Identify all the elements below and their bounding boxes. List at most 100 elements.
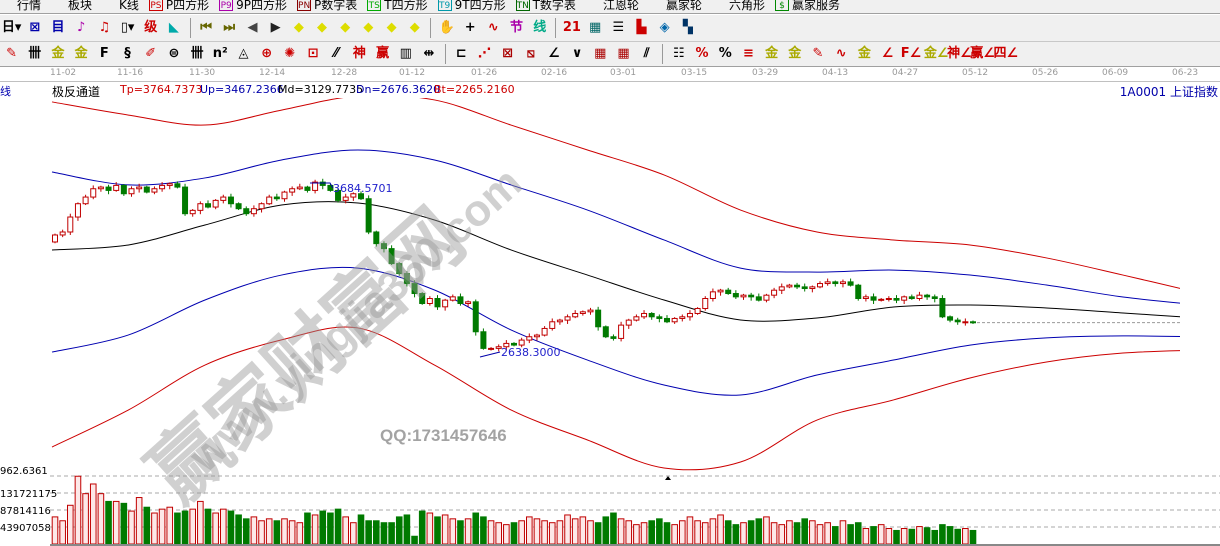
box-icon[interactable]: ⊡	[307, 46, 319, 61]
gold2-icon[interactable]: 金	[74, 46, 88, 61]
table-icon[interactable]: ☷	[673, 46, 685, 61]
candle-type-icon[interactable]: ▯▾	[120, 20, 135, 35]
candle-body	[709, 291, 716, 300]
gann-grid-icon[interactable]: ⧅	[526, 46, 535, 61]
volume-bar	[824, 522, 831, 545]
triangle-icon[interactable]: ◬	[238, 46, 249, 61]
sine-icon[interactable]: ∿	[835, 46, 847, 61]
cycle-icon[interactable]: 卌	[190, 46, 204, 61]
candle-body	[725, 289, 732, 295]
angle-four-icon[interactable]: 四∠	[993, 46, 1019, 61]
angle-gold-icon[interactable]: 金∠	[923, 46, 949, 61]
candle-body	[817, 283, 823, 288]
channel-icon[interactable]: ⫽	[643, 46, 650, 61]
menu-item-9[interactable]: 江恩轮	[586, 0, 639, 13]
menu-item-4[interactable]: P9 9P四方形	[219, 0, 287, 13]
diamond-left-icon[interactable]: ◆	[293, 20, 304, 35]
candle-body	[847, 281, 854, 286]
diamond-expand-icon[interactable]: ◆	[340, 20, 351, 35]
pen-icon[interactable]: ✎	[6, 46, 18, 61]
first-icon[interactable]: ⏮	[200, 20, 212, 35]
volume-bar	[594, 522, 602, 545]
candle-body	[396, 263, 403, 275]
print-icon[interactable]: ▚	[682, 20, 693, 35]
gold-lines-icon[interactable]: 金	[788, 46, 802, 61]
candle-body	[281, 191, 288, 200]
candle-body	[786, 284, 793, 288]
fan-icon[interactable]: ⋰	[477, 46, 491, 61]
node-icon[interactable]: 节	[510, 20, 524, 35]
list-icon[interactable]: 目	[51, 20, 65, 35]
candle-body	[572, 312, 579, 318]
angle-j-icon[interactable]: ∠	[881, 46, 894, 61]
calendar-icon[interactable]: 21	[562, 20, 581, 35]
circle-icon[interactable]: ⊜	[168, 46, 180, 61]
menu-item-0[interactable]: 行情	[0, 0, 41, 13]
menu-item-11[interactable]: 六角形	[712, 0, 765, 13]
parallel-icon[interactable]: ⁄⁄	[334, 46, 339, 61]
menu-item-7[interactable]: T9 9T四方形	[437, 0, 506, 13]
percent-icon[interactable]: %	[718, 46, 732, 61]
chart3-icon[interactable]: ♪	[77, 20, 86, 35]
menu-item-8[interactable]: TN T数字表	[515, 0, 576, 13]
marker-icon[interactable]: ✎	[812, 46, 824, 61]
menu-item-5[interactable]: PN P数字表	[297, 0, 357, 13]
win-icon[interactable]: 赢	[376, 46, 390, 61]
report-icon[interactable]: ☰	[612, 20, 625, 35]
gold-circle-icon[interactable]: 金	[765, 46, 779, 61]
network-icon[interactable]: ◈	[659, 20, 670, 35]
menu-item-3[interactable]: PS P四方形	[148, 0, 209, 13]
gold-box-icon[interactable]: 金	[857, 46, 871, 61]
menu-item-1[interactable]: 板块	[51, 0, 92, 13]
indicator-md: Md=3129.7735	[278, 83, 364, 96]
diamond-move-icon[interactable]: ◆	[409, 20, 420, 35]
pct-fan-icon[interactable]: %	[695, 46, 709, 61]
angle-f-icon[interactable]: F∠	[900, 46, 922, 61]
trend-icon[interactable]: 线	[533, 20, 547, 35]
bars-icon[interactable]: 卌	[28, 46, 42, 61]
angle-god-icon[interactable]: 神∠	[947, 46, 972, 61]
prev-icon[interactable]: ◀	[247, 20, 258, 35]
matrix2-icon[interactable]: ▦	[617, 46, 630, 61]
target-icon[interactable]: ⊕	[261, 46, 273, 61]
volume-bar	[395, 516, 403, 545]
matrix-icon[interactable]: ▦	[594, 46, 607, 61]
save-icon[interactable]: ▙	[636, 20, 647, 35]
rect-icon[interactable]: ⊏	[455, 46, 467, 61]
level-icon[interactable]: 级	[144, 20, 158, 35]
toolbar-separator	[444, 44, 446, 64]
wave-icon[interactable]: ∨	[571, 46, 583, 61]
scale-icon[interactable]: ▥	[399, 46, 412, 61]
diamond-zoom-icon[interactable]: ◆	[386, 20, 397, 35]
period-dropdown[interactable]: 日▾	[1, 20, 22, 35]
grid-icon[interactable]: ⊠	[29, 20, 41, 35]
crosshair-icon[interactable]: +	[464, 20, 476, 35]
next-icon[interactable]: ▶	[270, 20, 281, 35]
gold1-icon[interactable]: 金	[51, 46, 65, 61]
star-icon[interactable]: ✺	[284, 46, 296, 61]
fib-icon[interactable]: F	[99, 46, 109, 61]
line-icon[interactable]: ∿	[487, 20, 499, 35]
angle-icon[interactable]: ∠	[548, 46, 560, 61]
flag-icon[interactable]: ◣	[168, 20, 179, 35]
hand-icon[interactable]: ✋	[438, 20, 456, 35]
last-icon[interactable]: ⏭	[223, 20, 236, 35]
chart9-icon[interactable]: ♫	[98, 20, 111, 35]
angle-win-icon[interactable]: 赢∠	[970, 46, 995, 61]
draw-icon[interactable]: ✐	[145, 46, 157, 61]
spiral-icon[interactable]: §	[124, 46, 131, 61]
menu-item-2[interactable]: K线	[102, 0, 139, 13]
gann-box-icon[interactable]: ⊠	[502, 46, 513, 61]
square-icon[interactable]: n²	[212, 46, 228, 61]
span-icon[interactable]: ⇹	[423, 46, 435, 61]
menu-item-12[interactable]: $ 赢家服务	[774, 0, 840, 13]
menu-item-10[interactable]: 赢家轮	[649, 0, 702, 13]
menu-item-6[interactable]: TS T四方形	[367, 0, 428, 13]
candle-body	[924, 294, 931, 298]
diamond-right-icon[interactable]: ◆	[317, 20, 328, 35]
god-icon[interactable]: 神	[352, 46, 366, 61]
pct-lines-icon[interactable]: ≡	[742, 46, 754, 61]
diamond-shrink-icon[interactable]: ◆	[363, 20, 374, 35]
calculator-icon[interactable]: ▦	[588, 20, 602, 35]
